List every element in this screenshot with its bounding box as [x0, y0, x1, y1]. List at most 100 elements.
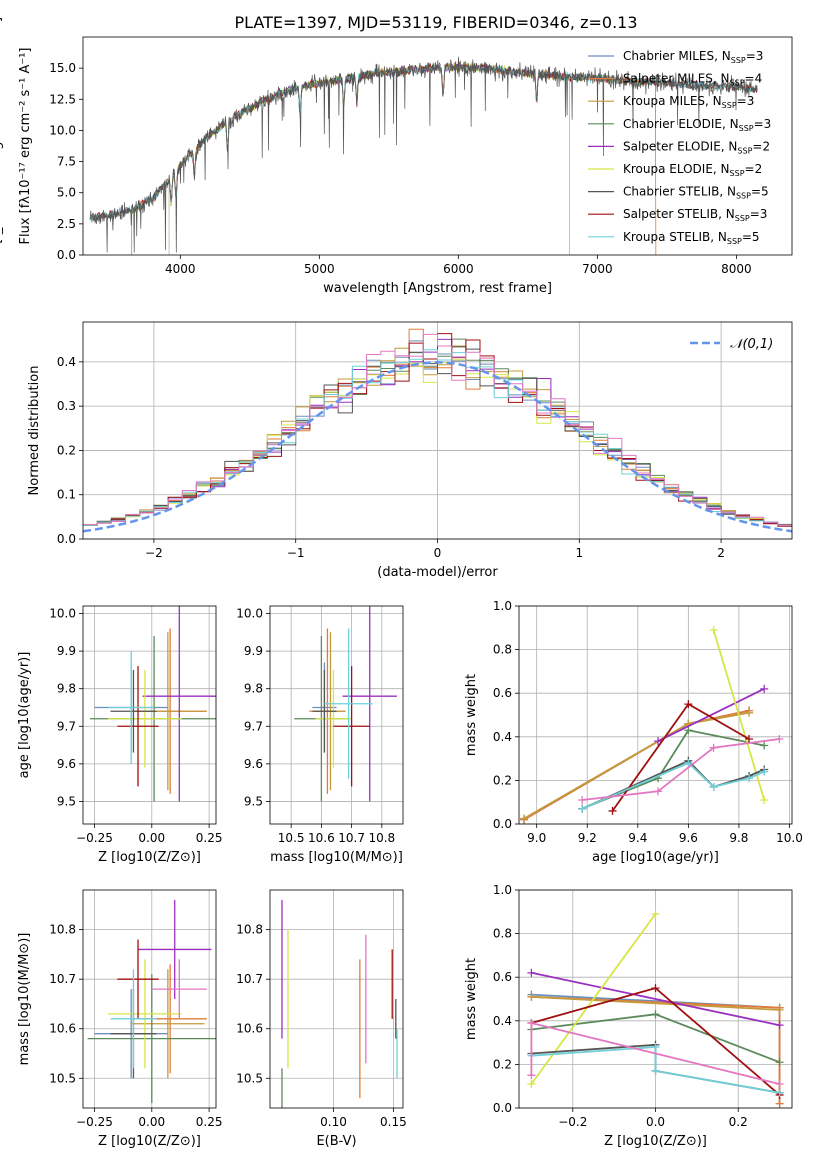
legend-entry: Chabrier MILES, NSSP=3	[623, 49, 763, 65]
x-tick-label: 2	[717, 546, 725, 560]
figure-title: PLATE=1397, MJD=53119, FIBERID=0346, z=0…	[234, 13, 637, 32]
x-tick-label: −1	[287, 546, 305, 560]
legend-entry: Salpeter STELIB, NSSP=3	[623, 207, 767, 223]
legend-entry: Kroupa STELIB, NSSP=5	[623, 230, 760, 246]
x-axis-label: age [log10(age/yr)]	[592, 850, 719, 865]
weight-point	[760, 741, 769, 750]
y-tick-label: 12.5	[49, 92, 76, 106]
weight-point	[654, 787, 663, 796]
x-tick-label: 0.2	[729, 1115, 748, 1129]
x-tick-label: 10.0	[776, 831, 803, 845]
axes-mass-weight-vs-age: 9.0 9.2 9.4 9.6 9.8 10.0 0.0 0.2 0.4 0.6 0.8 1.0 age…	[464, 599, 803, 865]
legend-entry: Chabrier ELODIE, NSSP=3	[623, 117, 771, 133]
x-tick-label: −0.25	[76, 1115, 113, 1129]
weight-point	[527, 1080, 536, 1089]
y-tick-label: 10.6	[49, 1022, 76, 1036]
axes-mass-vs-Z: −0.25 0.00 0.25 10.5 10.6 10.7 10.8 Z [log10(Z/…	[17, 889, 223, 1149]
weight-point	[775, 1058, 784, 1067]
axes-age-vs-Z: −0.25 0.00 0.25 9.5 9.6 9.7 9.8 9.9 10.0 Z [log10…	[17, 605, 222, 865]
axes-residuals: −2 −1 0 1 2 0.0 0.1 0.2 0.3 0.4 (data-model)/error…	[27, 321, 793, 580]
y-tick-label: 10.0	[236, 607, 263, 621]
axes-frame	[269, 889, 404, 1109]
weight-point	[684, 758, 693, 767]
y-tick-label: 0.0	[57, 532, 76, 546]
y-tick-label: 15.0	[49, 61, 76, 75]
x-tick-label: 7000	[582, 262, 613, 276]
x-tick-label: 10.7	[338, 831, 365, 845]
x-tick-label: 0.25	[196, 1115, 223, 1129]
x-tick-label: 0.00	[138, 831, 165, 845]
x-axis-label: wavelength [Angstrom, rest frame]	[323, 281, 552, 296]
axes-frame	[82, 605, 217, 825]
x-axis-label: Z [log10(Z/Z⊙)]	[98, 850, 201, 865]
weight-point	[651, 1042, 660, 1051]
y-axis-label: mass weight	[464, 674, 479, 756]
y-tick-label: 10.8	[49, 923, 76, 937]
x-tick-label: 1	[575, 546, 583, 560]
x-tick-label: 9.6	[679, 831, 698, 845]
plot-area-mass-vs-Z	[87, 899, 216, 1104]
y-tick-label: 10.5	[49, 1071, 76, 1085]
panels: 4000 5000 6000 7000 80000.02.55.07.510.012.5…	[0, 17, 803, 1149]
axes-frame	[518, 605, 793, 825]
weight-point	[775, 1005, 784, 1014]
weight-point	[520, 814, 529, 823]
x-tick-label: −2	[145, 546, 163, 560]
plot-area-mass-weight-vs-age	[520, 625, 784, 824]
weight-point	[527, 992, 536, 1001]
weight-series-line	[582, 738, 780, 801]
weight-point	[527, 968, 536, 977]
legend: Chabrier MILES, NSSP=3 Salpeter MILES, NS…	[588, 49, 771, 246]
y-tick-label: 9.7	[244, 719, 263, 733]
axes-frame	[82, 889, 217, 1109]
weight-point	[775, 1088, 784, 1097]
y-tick-label: 10.7	[236, 972, 263, 986]
y-tick-label: 0.6	[493, 970, 512, 984]
weight-point	[775, 1021, 784, 1030]
y-tick-label: 9.8	[244, 682, 263, 696]
normal-reference-curve	[83, 361, 792, 533]
y-tick-label: 10.6	[236, 1022, 263, 1036]
y-axis-label: mass [log10(M/M⊙)]	[17, 933, 32, 1066]
y-tick-label: 10.5	[236, 1071, 263, 1085]
x-tick-label: 0	[434, 546, 442, 560]
x-tick-label: 9.0	[527, 831, 546, 845]
weight-series-line	[523, 711, 750, 820]
weight-point	[578, 804, 587, 813]
x-tick-label: 0.15	[380, 1115, 407, 1129]
y-tick-label: 2.5	[57, 217, 76, 231]
y-tick-label: 9.5	[57, 794, 76, 808]
y-tick-label: 10.0	[49, 607, 76, 621]
x-tick-label: 9.8	[729, 831, 748, 845]
residual-histogram	[83, 333, 792, 526]
y-tick-label: 0.0	[493, 1101, 512, 1115]
y-tick-label: 1.0	[493, 599, 512, 613]
weight-point	[760, 767, 769, 776]
weight-series-line	[531, 971, 780, 1027]
y-tick-label: 9.5	[244, 794, 263, 808]
y-tick-label: 9.9	[244, 644, 263, 658]
residual-histogram	[83, 349, 792, 526]
weight-point	[775, 1099, 784, 1108]
weight-series-line	[531, 1046, 780, 1094]
x-axis-label: Z [log10(Z/Z⊙)]	[604, 1134, 707, 1149]
legend-entry: Chabrier STELIB, NSSP=5	[623, 185, 769, 201]
weight-point	[745, 734, 754, 743]
y-tick-label: 9.8	[57, 682, 76, 696]
x-axis-label: Z [log10(Z/Z⊙)]	[98, 1134, 201, 1149]
y-tick-label: 0.8	[493, 643, 512, 657]
x-tick-label: 9.4	[628, 831, 647, 845]
weight-point	[608, 806, 617, 815]
y-tick-label: 9.7	[57, 719, 76, 733]
weight-series-line	[712, 629, 766, 801]
y-tick-label: 0.0	[57, 248, 76, 262]
x-tick-label: 4000	[165, 262, 196, 276]
weight-series-line	[657, 687, 765, 743]
weight-series-line	[523, 709, 750, 821]
y-tick-label: 10.0	[49, 123, 76, 137]
y-axis-label: Normed distribution	[27, 366, 42, 496]
x-axis-label: mass [log10(M/M⊙)]	[270, 850, 403, 865]
x-tick-label: −0.2	[558, 1115, 587, 1129]
weight-point	[684, 700, 693, 709]
weight-point	[709, 625, 718, 634]
